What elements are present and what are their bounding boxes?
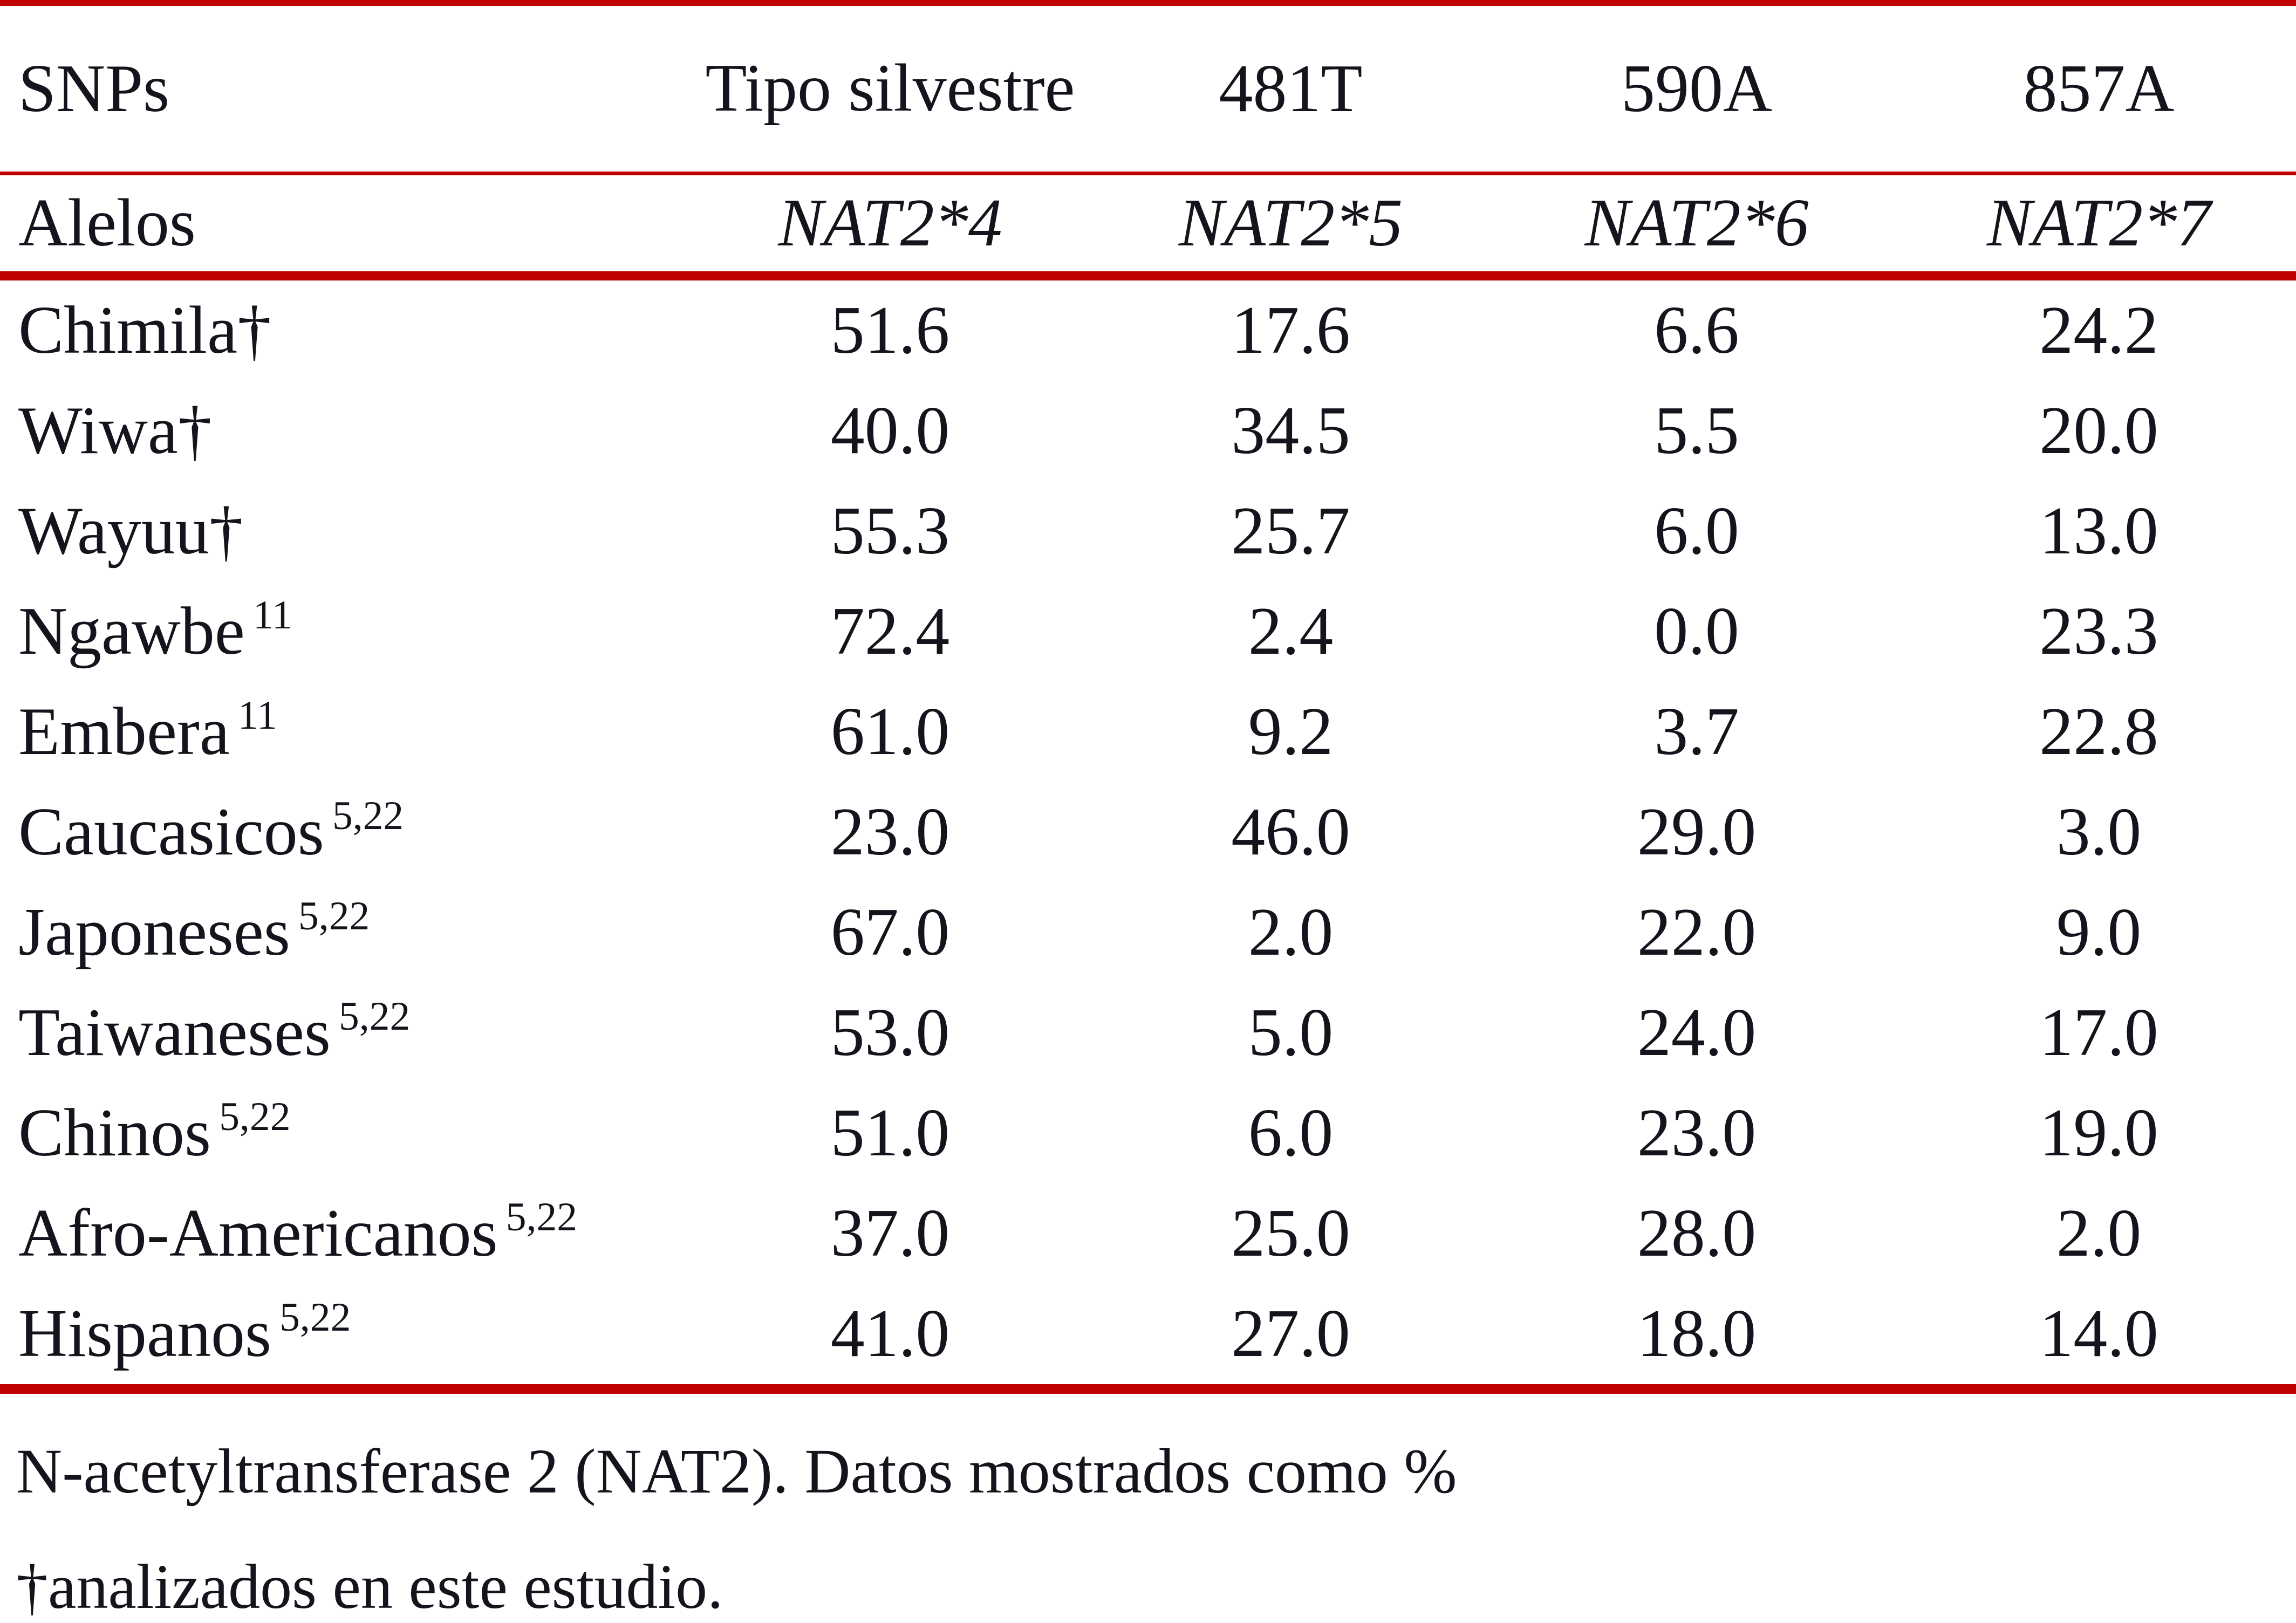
cell-value: 14.0 [1902,1284,2296,1394]
population-label: Chinos [18,1095,211,1170]
table-footnotes: N-acetyltransferase 2 (NAT2). Datos most… [16,1435,2296,1623]
reference-superscript: 11 [237,693,277,738]
population-label: Japoneses [18,895,290,970]
cell-value: 3.7 [1654,694,1739,769]
header-590a: 590A [1492,6,1902,175]
population-label: Wayuu† [18,494,243,569]
cell-value: 6.0 [1248,1095,1334,1170]
reference-superscript: 5,22 [279,1295,351,1340]
cell-value: 9.2 [1248,694,1334,769]
header-857a: 857A [1902,6,2296,175]
cell-value: 20.0 [2039,393,2158,468]
cell-value: 55.3 [830,494,950,569]
cell-value: 2.0 [2056,1196,2142,1271]
table-row: Chimila† 51.6 17.6 6.6 24.2 [0,276,2296,381]
table-row: Embera 11 61.0 9.2 3.7 22.8 [0,682,2296,782]
cell-value: 2.0 [1248,895,1334,970]
table-top-rule [0,0,2296,6]
table-row: Wiwa† 40.0 34.5 5.5 20.0 [0,381,2296,481]
header-snps: SNPs [0,6,691,175]
cell-value: 41.0 [691,1284,1090,1394]
cell-value: 23.0 [830,795,950,869]
cell-value: 17.6 [1231,293,1350,368]
header-nat2-5: NAT2*5 [1090,173,1492,280]
cell-value: 0.0 [1654,594,1739,669]
cell-value: 23.3 [2039,594,2158,669]
table-row: Taiwaneses 5,22 53.0 5.0 24.0 17.0 [0,983,2296,1083]
cell-value: 6.6 [1654,293,1739,368]
cell-value: 34.5 [1231,393,1350,468]
cell-value: 19.0 [2039,1095,2158,1170]
cell-value: 18.0 [1492,1284,1902,1394]
cell-value: 46.0 [1231,795,1350,869]
cell-value: 53.0 [830,995,950,1070]
population-label: Wiwa† [18,393,212,468]
population-label: Caucasicos [18,795,324,869]
cell-value: 2.4 [1248,594,1334,669]
table-row: Wayuu† 55.3 25.7 6.0 13.0 [0,481,2296,581]
cell-value: 6.0 [1654,494,1739,569]
population-label: Chimila† [18,293,271,368]
cell-value: 22.0 [1637,895,1757,970]
cell-value: 51.6 [830,293,950,368]
table-row: Chinos 5,22 51.0 6.0 23.0 19.0 [0,1083,2296,1183]
cell-value: 13.0 [2039,494,2158,569]
cell-value: 24.0 [1637,995,1757,1070]
cell-value: 27.0 [1090,1284,1492,1394]
table-row: Japoneses 5,22 67.0 2.0 22.0 9.0 [0,882,2296,983]
reference-superscript: 5,22 [219,1094,291,1140]
cell-value: 17.0 [2039,995,2158,1070]
header-nat2-7: NAT2*7 [1902,173,2296,280]
cell-value: 29.0 [1637,795,1757,869]
cell-value: 37.0 [830,1196,950,1271]
header-alelos: Alelos [0,173,691,280]
cell-value: 51.0 [830,1095,950,1170]
cell-value: 25.0 [1231,1196,1350,1271]
cell-value: 24.2 [2039,293,2158,368]
header-tipo-silvestre: Tipo silvestre [691,6,1090,175]
population-label: Hispanos [18,1296,271,1371]
reference-superscript: 5,22 [298,894,370,939]
population-label: Taiwaneses [18,995,331,1070]
cell-value: 9.0 [2056,895,2142,970]
reference-superscript: 5,22 [339,994,411,1039]
reference-superscript: 5,22 [332,793,404,839]
cell-value: 40.0 [830,393,950,468]
header-nat2-6: NAT2*6 [1492,173,1902,280]
cell-value: 28.0 [1637,1196,1757,1271]
header-row-alelos: Alelos NAT2*4 NAT2*5 NAT2*6 NAT2*7 [0,173,2296,280]
table-row: Caucasicos 5,22 23.0 46.0 29.0 3.0 [0,782,2296,882]
header-481t: 481T [1090,6,1492,175]
table-row: Hispanos 5,22 41.0 27.0 18.0 14.0 [0,1284,2296,1394]
footnote-dagger: †analizados en este estudio. [16,1551,723,1622]
cell-value: 72.4 [830,594,950,669]
cell-value: 3.0 [2056,795,2142,869]
table-row: Afro-Americanos 5,22 37.0 25.0 28.0 2.0 [0,1183,2296,1284]
table-row: Ngawbe 11 72.4 2.4 0.0 23.3 [0,581,2296,682]
cell-value: 5.5 [1654,393,1739,468]
cell-value: 25.7 [1231,494,1350,569]
cell-value: 67.0 [830,895,950,970]
reference-superscript: 5,22 [505,1195,578,1240]
cell-value: 22.8 [2039,694,2158,769]
header-nat2-4: NAT2*4 [691,173,1090,280]
population-label: Embera [18,694,230,769]
cell-value: 61.0 [830,694,950,769]
header-row-snps: SNPs Tipo silvestre 481T 590A 857A [0,6,2296,175]
population-label: Ngawbe [18,594,245,669]
cell-value: 23.0 [1637,1095,1757,1170]
cell-value: 5.0 [1248,995,1334,1070]
reference-superscript: 11 [252,593,292,638]
population-label: Afro-Americanos [18,1196,498,1271]
footnote-data-format: N-acetyltransferase 2 (NAT2). Datos most… [16,1436,1457,1506]
frequency-table: SNPs Tipo silvestre 481T 590A 857A Alelo… [0,6,2296,1394]
